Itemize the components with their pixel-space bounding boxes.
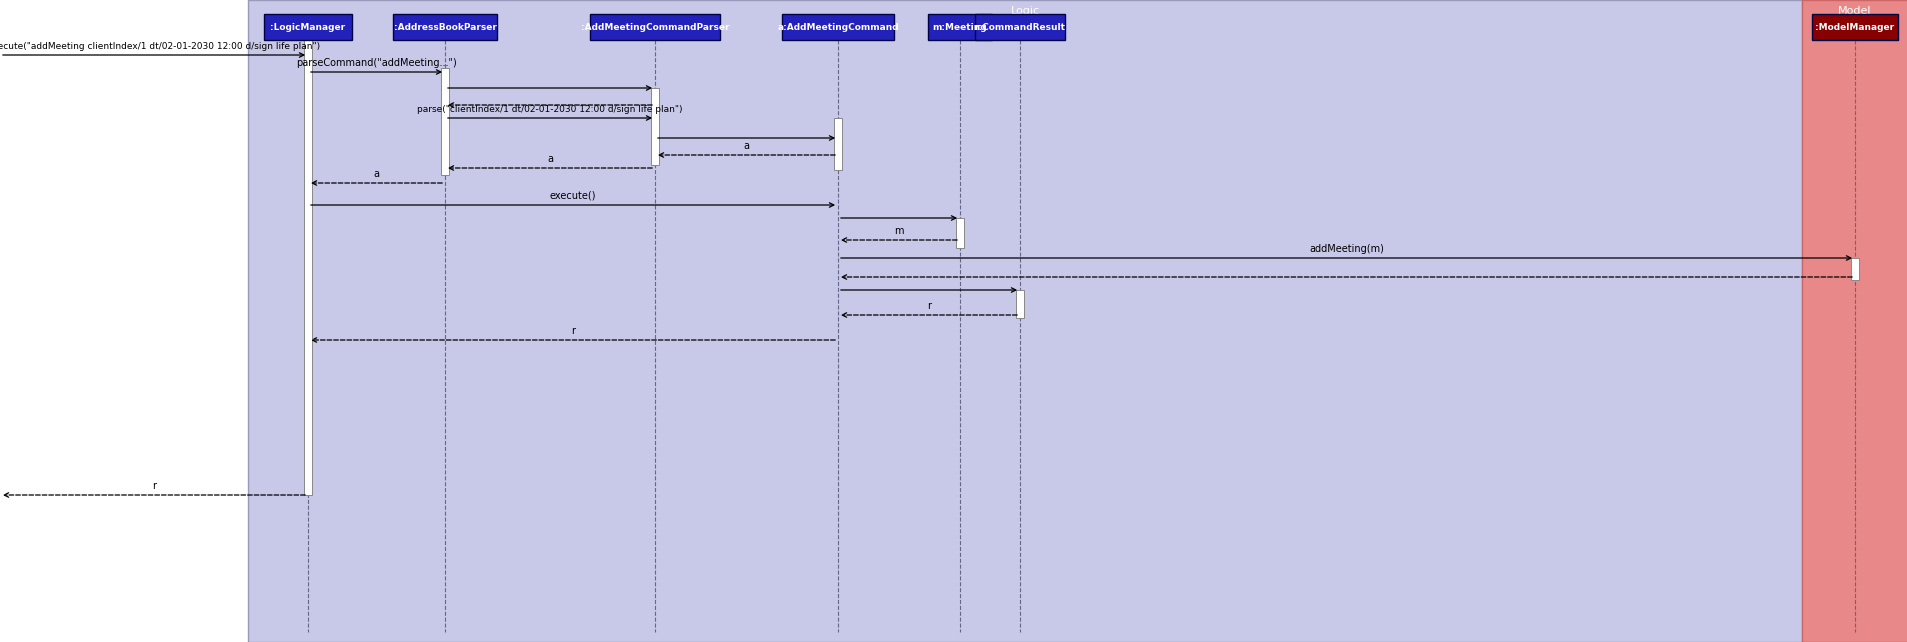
- Text: execute("addMeeting clientIndex/1 dt/02-01-2030 12:00 d/sign life plan"): execute("addMeeting clientIndex/1 dt/02-…: [0, 42, 320, 51]
- Text: :ModelManager: :ModelManager: [1814, 22, 1894, 31]
- Bar: [650, 88, 658, 165]
- Bar: [1015, 290, 1024, 318]
- Bar: [1850, 258, 1857, 280]
- Bar: [248, 0, 1800, 642]
- Text: a: a: [744, 141, 749, 151]
- Bar: [1800, 0, 1907, 642]
- Bar: [927, 14, 992, 40]
- Text: parse("clientIndex/1 dt/02-01-2030 12:00 d/sign life plan"): parse("clientIndex/1 dt/02-01-2030 12:00…: [418, 105, 683, 114]
- Text: addMeeting(m): addMeeting(m): [1308, 244, 1383, 254]
- Text: parseCommand("addMeeting..."): parseCommand("addMeeting..."): [296, 58, 456, 68]
- Bar: [393, 14, 496, 40]
- Text: :AddMeetingCommandParser: :AddMeetingCommandParser: [580, 22, 728, 31]
- Text: r:CommandResult: r:CommandResult: [974, 22, 1064, 31]
- Text: execute(): execute(): [549, 191, 595, 201]
- Text: m:Meeting: m:Meeting: [933, 22, 986, 31]
- Text: a:AddMeetingCommand: a:AddMeetingCommand: [776, 22, 898, 31]
- Bar: [974, 14, 1064, 40]
- Text: :LogicManager: :LogicManager: [271, 22, 345, 31]
- Text: r: r: [570, 326, 574, 336]
- Bar: [303, 40, 313, 495]
- Bar: [955, 218, 963, 248]
- Text: m: m: [894, 226, 904, 236]
- Bar: [441, 68, 448, 175]
- Bar: [1812, 14, 1897, 40]
- Text: a: a: [374, 169, 379, 179]
- Text: Model: Model: [1836, 6, 1871, 16]
- Text: Logic: Logic: [1011, 6, 1039, 16]
- Bar: [263, 14, 351, 40]
- Text: a: a: [547, 154, 553, 164]
- Text: :AddressBookParser: :AddressBookParser: [393, 22, 496, 31]
- Text: r: r: [927, 301, 931, 311]
- Bar: [833, 118, 841, 170]
- Text: r: r: [153, 481, 156, 491]
- Bar: [782, 14, 894, 40]
- Bar: [589, 14, 719, 40]
